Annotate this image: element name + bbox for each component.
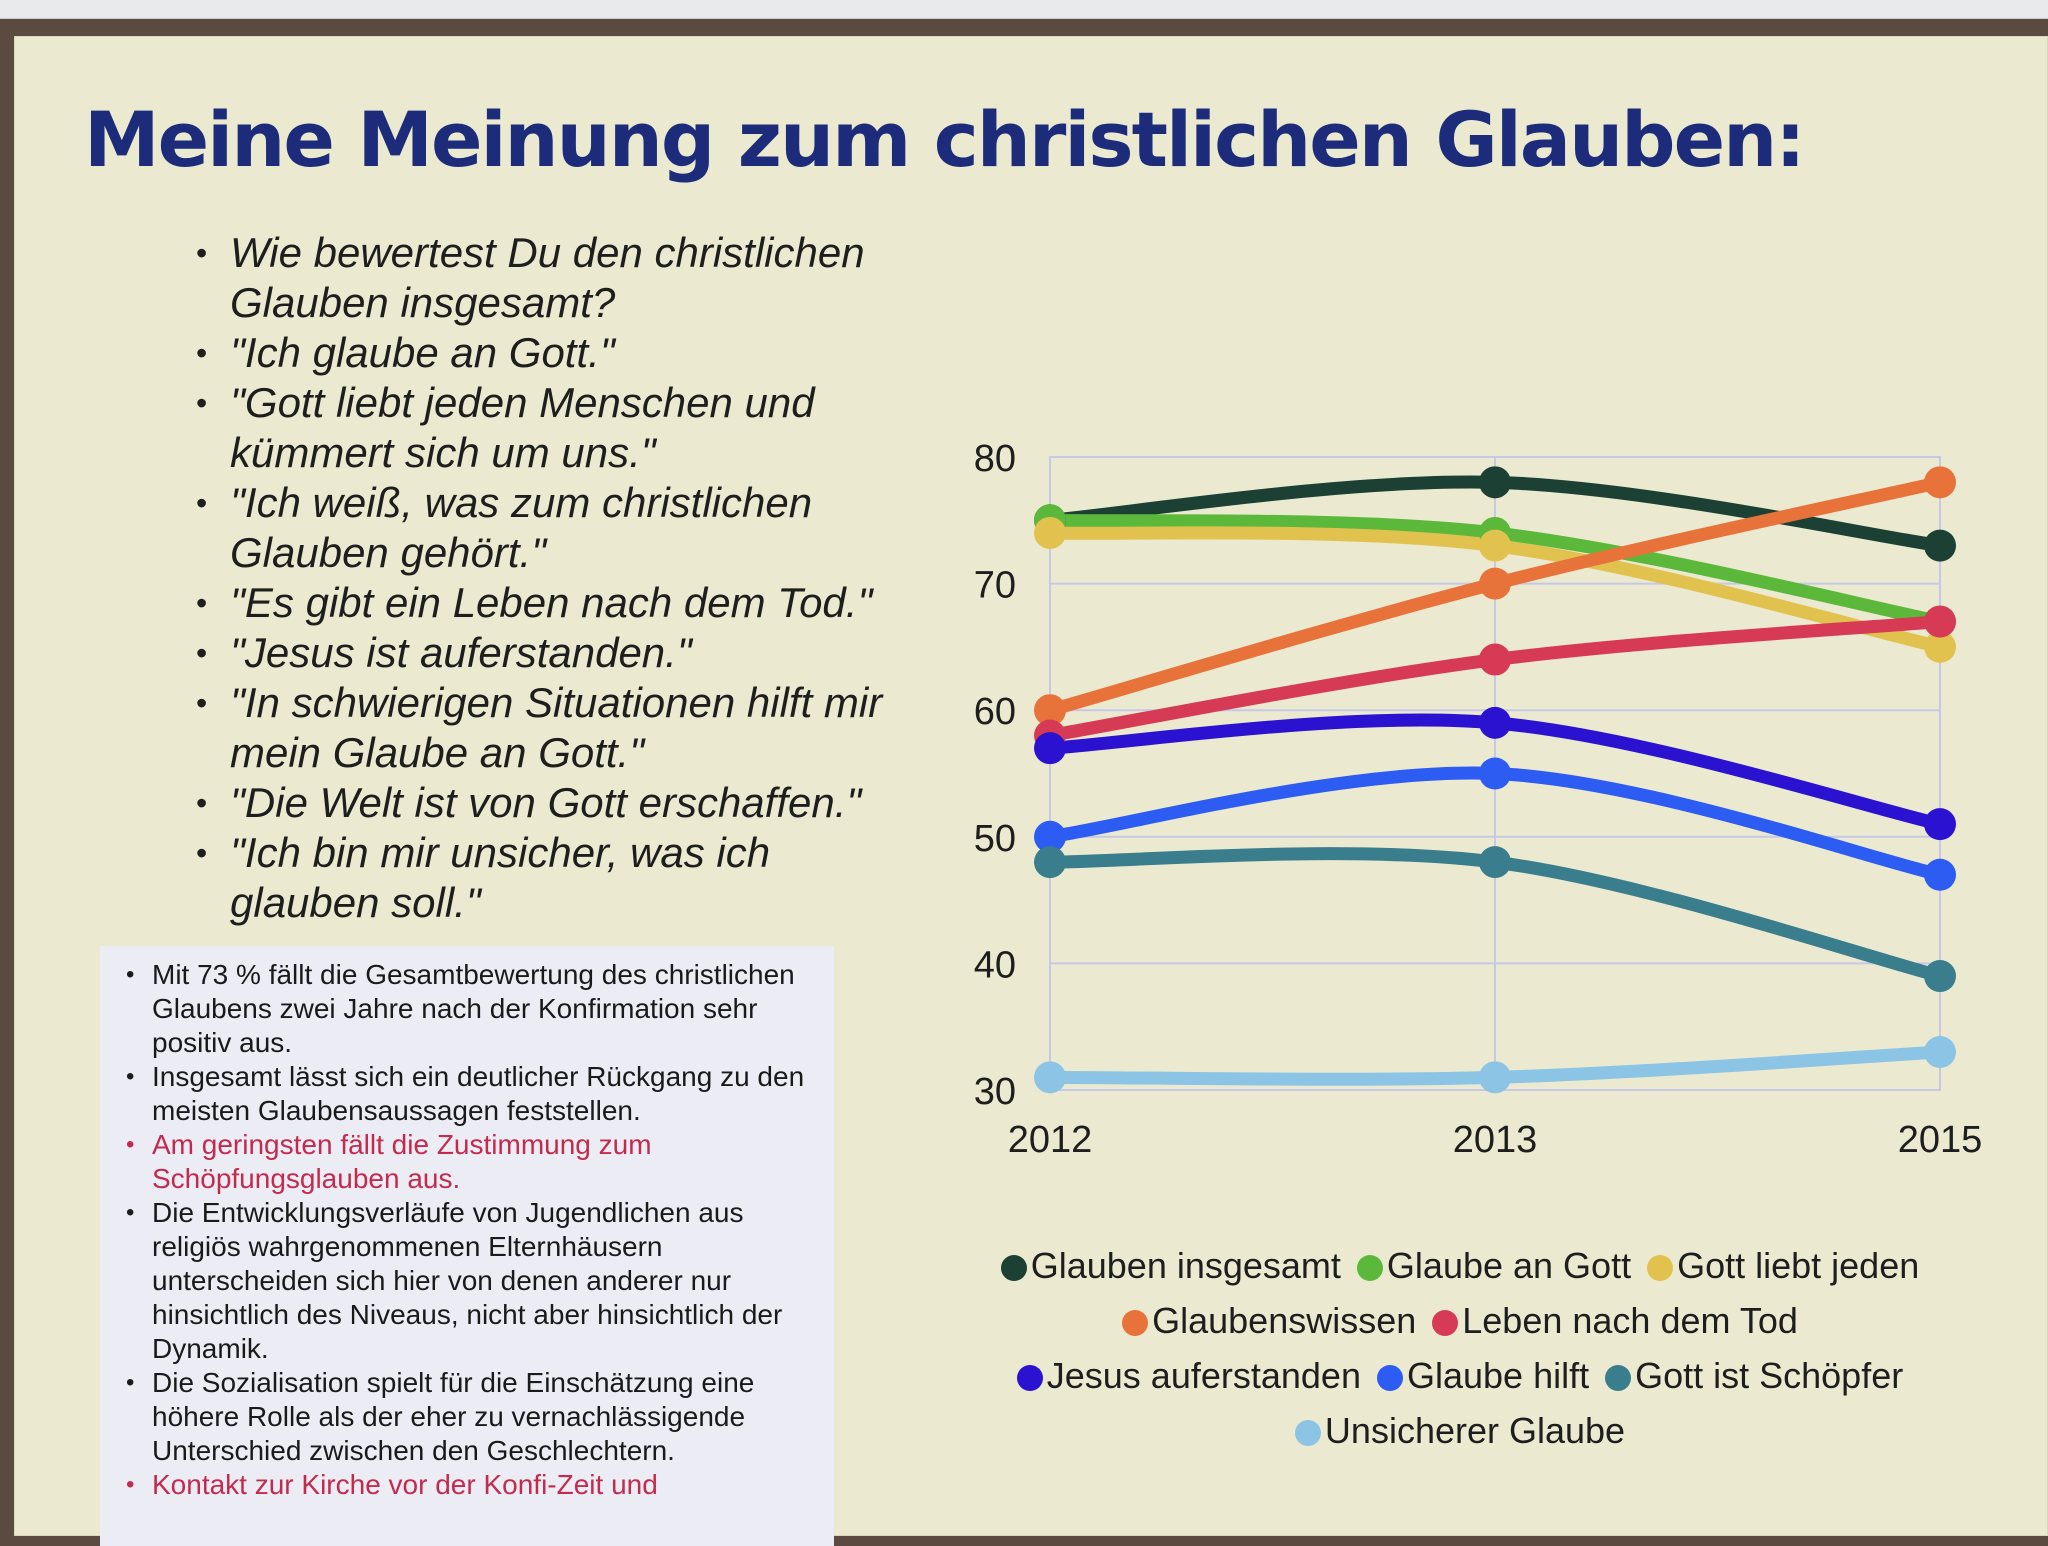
finding-item: Die Sozialisation spielt für die Einschä… bbox=[126, 1366, 824, 1468]
legend-dot-icon bbox=[1122, 1310, 1149, 1336]
legend-label: Gott liebt jeden bbox=[1677, 1245, 1920, 1286]
x-tick-label: 2015 bbox=[1898, 1119, 1983, 1161]
legend-dot-icon bbox=[1647, 1255, 1674, 1281]
finding-item-highlight: Am geringsten fällt die Zustimmung zum S… bbox=[126, 1128, 824, 1196]
data-point-glaube-hilft bbox=[1034, 820, 1066, 853]
legend-item: Glaube an Gott bbox=[1356, 1238, 1632, 1293]
question-list: Wie bewertest Du den christlichen Glaube… bbox=[196, 228, 926, 928]
legend-label: Glauben insgesamt bbox=[1030, 1245, 1341, 1286]
legend-item: Glauben insgesamt bbox=[1000, 1238, 1341, 1293]
data-point-jesus-auferstanden bbox=[1924, 808, 1956, 841]
legend-label: Jesus auferstanden bbox=[1046, 1355, 1361, 1396]
legend-item: Glaubenswissen bbox=[1122, 1293, 1416, 1348]
legend-item: Jesus auferstanden bbox=[1016, 1348, 1361, 1403]
finding-item-highlight: Kontakt zur Kirche vor der Konfi-Zeit un… bbox=[126, 1468, 824, 1502]
data-point-unsicherer-glaube bbox=[1034, 1061, 1066, 1094]
legend-dot-icon bbox=[1000, 1255, 1027, 1281]
y-tick-label: 30 bbox=[974, 1071, 1016, 1113]
legend-label: Glaubenswissen bbox=[1152, 1300, 1417, 1341]
y-tick-label: 40 bbox=[974, 944, 1016, 986]
x-tick-label: 2012 bbox=[1008, 1119, 1093, 1161]
legend-item: Unsicherer Glaube bbox=[1294, 1403, 1626, 1458]
data-point-glaube-hilft bbox=[1924, 858, 1956, 891]
legend-label: Leben nach dem Tod bbox=[1462, 1300, 1798, 1341]
findings-box: Mit 73 % fällt die Gesamtbewertung des c… bbox=[100, 946, 834, 1546]
question-item: "Gott liebt jeden Menschen und kümmert s… bbox=[196, 378, 926, 478]
question-item: "Ich glaube an Gott." bbox=[196, 328, 926, 378]
data-point-leben-nach-dem-tod bbox=[1924, 605, 1956, 638]
browser-bookmark-bar bbox=[0, 0, 2048, 19]
data-point-gott-ist-sch-pfer bbox=[1034, 846, 1066, 879]
chart-legend: Glauben insgesamt Glaube an Gott Gott lieb… bbox=[900, 1238, 2020, 1458]
finding-item: Mit 73 % fällt die Gesamtbewertung des c… bbox=[126, 958, 824, 1060]
legend-label: Glaube hilft bbox=[1406, 1355, 1590, 1396]
legend-label: Unsicherer Glaube bbox=[1324, 1410, 1626, 1451]
data-point-glaube-hilft bbox=[1479, 757, 1511, 790]
legend-item: Gott liebt jeden bbox=[1647, 1238, 1919, 1293]
x-tick-label: 2013 bbox=[1453, 1119, 1538, 1161]
data-point-glauben-insgesamt bbox=[1479, 466, 1511, 499]
legend-dot-icon bbox=[1376, 1365, 1403, 1391]
data-point-glaubenswissen bbox=[1034, 694, 1066, 727]
legend-dot-icon bbox=[1605, 1365, 1632, 1391]
finding-item: Insgesamt lässt sich ein deutlicher Rück… bbox=[126, 1060, 824, 1128]
question-item: "Jesus ist auferstanden." bbox=[196, 628, 926, 678]
data-point-jesus-auferstanden bbox=[1479, 706, 1511, 739]
legend-item: Leben nach dem Tod bbox=[1432, 1293, 1798, 1348]
legend-dot-icon bbox=[1356, 1255, 1383, 1281]
data-point-jesus-auferstanden bbox=[1034, 732, 1066, 765]
data-point-unsicherer-glaube bbox=[1479, 1061, 1511, 1094]
question-item: "Es gibt ein Leben nach dem Tod." bbox=[196, 578, 926, 628]
data-point-gott-liebt-jeden bbox=[1034, 516, 1066, 549]
y-tick-label: 60 bbox=[974, 691, 1016, 733]
legend-dot-icon bbox=[1294, 1420, 1321, 1446]
y-tick-label: 70 bbox=[974, 565, 1016, 607]
legend-dot-icon bbox=[1016, 1365, 1043, 1391]
legend-item: Glaube hilft bbox=[1376, 1348, 1590, 1403]
data-point-unsicherer-glaube bbox=[1924, 1036, 1956, 1069]
question-item: "In schwierigen Situationen hilft mir me… bbox=[196, 678, 926, 778]
legend-label: Gott ist Schöpfer bbox=[1635, 1355, 1904, 1396]
data-point-glaubenswissen bbox=[1479, 567, 1511, 600]
question-item: "Die Welt ist von Gott erschaffen." bbox=[196, 778, 926, 828]
question-item: "Ich weiß, was zum christlichen Glauben … bbox=[196, 478, 926, 578]
y-tick-label: 50 bbox=[974, 818, 1016, 860]
legend-dot-icon bbox=[1432, 1310, 1459, 1336]
y-axis-ticks: 30 40 50 60 70 80 bbox=[974, 438, 1016, 1113]
findings-list: Mit 73 % fällt die Gesamtbewertung des c… bbox=[126, 958, 824, 1502]
data-point-gott-liebt-jeden bbox=[1924, 630, 1956, 663]
data-point-glauben-insgesamt bbox=[1924, 529, 1956, 562]
x-axis-ticks: 2012 2013 2015 bbox=[1008, 1119, 1983, 1161]
series-points bbox=[1034, 466, 1956, 1094]
data-point-leben-nach-dem-tod bbox=[1479, 643, 1511, 676]
legend-item: Gott ist Schöpfer bbox=[1605, 1348, 1903, 1403]
data-point-gott-ist-sch-pfer bbox=[1479, 846, 1511, 879]
y-tick-label: 80 bbox=[974, 438, 1016, 480]
legend-label: Glaube an Gott bbox=[1386, 1245, 1632, 1286]
data-point-gott-ist-sch-pfer bbox=[1924, 960, 1956, 993]
slide-title: Meine Meinung zum christlichen Glauben: bbox=[84, 95, 1806, 184]
data-point-glaubenswissen bbox=[1924, 466, 1956, 499]
data-point-gott-liebt-jeden bbox=[1479, 529, 1511, 562]
finding-item: Die Entwicklungsverläufe von Jugendliche… bbox=[126, 1196, 824, 1366]
question-item: "Ich bin mir unsicher, was ich glauben s… bbox=[196, 828, 926, 928]
question-item: Wie bewertest Du den christlichen Glaube… bbox=[196, 228, 926, 328]
